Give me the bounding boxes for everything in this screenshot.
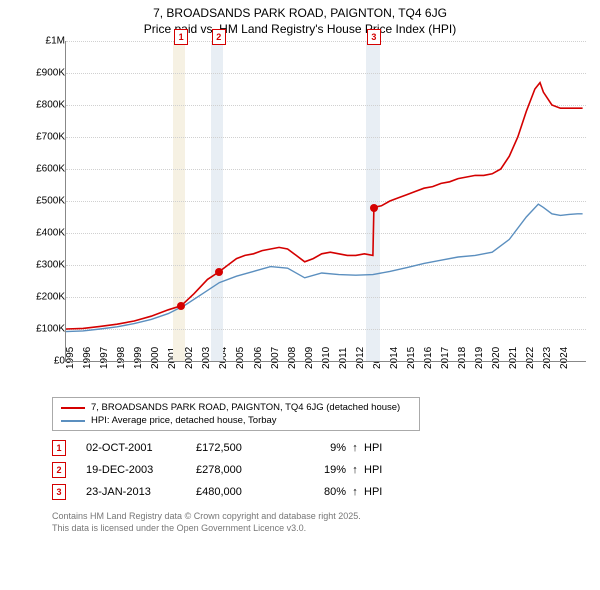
plot-region: 123 [65,41,586,362]
sales-row: 2 19-DEC-2003£278,00019%↑HPI [52,459,600,481]
y-tick-label: £300K [36,260,65,271]
sales-hpi-tag: HPI [364,464,404,476]
sales-table: 102-OCT-2001£172,5009%↑HPI219-DEC-2003£2… [52,437,600,503]
sales-hpi-tag: HPI [364,442,404,454]
y-tick-label: £900K [36,68,65,79]
chart-container: 7, BROADSANDS PARK ROAD, PAIGNTON, TQ4 6… [0,0,600,590]
y-tick-label: £600K [36,164,65,175]
sale-marker-box: 2 [212,29,226,45]
chart-lines [66,41,586,361]
y-tick-label: £400K [36,228,65,239]
sales-marker: 1 [52,440,66,456]
legend-label-0: 7, BROADSANDS PARK ROAD, PAIGNTON, TQ4 6… [91,402,400,413]
sales-hpi-tag: HPI [364,486,404,498]
y-tick-label: £700K [36,132,65,143]
sales-date: 19-DEC-2003 [86,464,196,476]
footer-line-1: Contains HM Land Registry data © Crown c… [52,511,600,523]
sale-marker-box: 1 [174,29,188,45]
sales-price: £480,000 [196,486,296,498]
arrow-up-icon: ↑ [346,486,364,498]
y-tick-label: £500K [36,196,65,207]
sales-pct: 19% [296,464,346,476]
legend-label-1: HPI: Average price, detached house, Torb… [91,415,277,426]
legend-swatch-1 [61,420,85,422]
sales-marker: 2 [52,462,66,478]
title-line-1: 7, BROADSANDS PARK ROAD, PAIGNTON, TQ4 6… [0,6,600,22]
sales-price: £278,000 [196,464,296,476]
y-tick-label: £200K [36,292,65,303]
sale-marker-dot [177,302,185,310]
legend-swatch-0 [61,407,85,409]
legend: 7, BROADSANDS PARK ROAD, PAIGNTON, TQ4 6… [52,397,420,431]
title-block: 7, BROADSANDS PARK ROAD, PAIGNTON, TQ4 6… [0,0,600,41]
sales-row: 3 23-JAN-2013£480,00080%↑HPI [52,481,600,503]
sales-date: 02-OCT-2001 [86,442,196,454]
sales-date: 23-JAN-2013 [86,486,196,498]
y-tick-label: £1M [46,36,65,47]
sale-marker-dot [370,204,378,212]
sales-pct: 80% [296,486,346,498]
footer: Contains HM Land Registry data © Crown c… [52,511,600,534]
arrow-up-icon: ↑ [346,442,364,454]
footer-line-2: This data is licensed under the Open Gov… [52,523,600,535]
title-line-2: Price paid vs. HM Land Registry's House … [0,22,600,38]
series-hpi [66,204,583,331]
legend-row-1: HPI: Average price, detached house, Torb… [61,414,411,427]
y-tick-label: £0 [54,356,65,367]
sales-price: £172,500 [196,442,296,454]
sale-marker-box: 3 [367,29,381,45]
chart-area: £0 £100K £200K £300K £400K £500K £600K £700K £80… [35,41,595,391]
sales-row: 1 02-OCT-2001£172,5009%↑HPI [52,437,600,459]
y-tick-label: £100K [36,324,65,335]
y-tick-label: £800K [36,100,65,111]
sales-marker: 3 [52,484,66,500]
legend-row-0: 7, BROADSANDS PARK ROAD, PAIGNTON, TQ4 6… [61,401,411,414]
series-price_paid [66,83,583,329]
sales-pct: 9% [296,442,346,454]
sale-marker-dot [215,268,223,276]
arrow-up-icon: ↑ [346,464,364,476]
